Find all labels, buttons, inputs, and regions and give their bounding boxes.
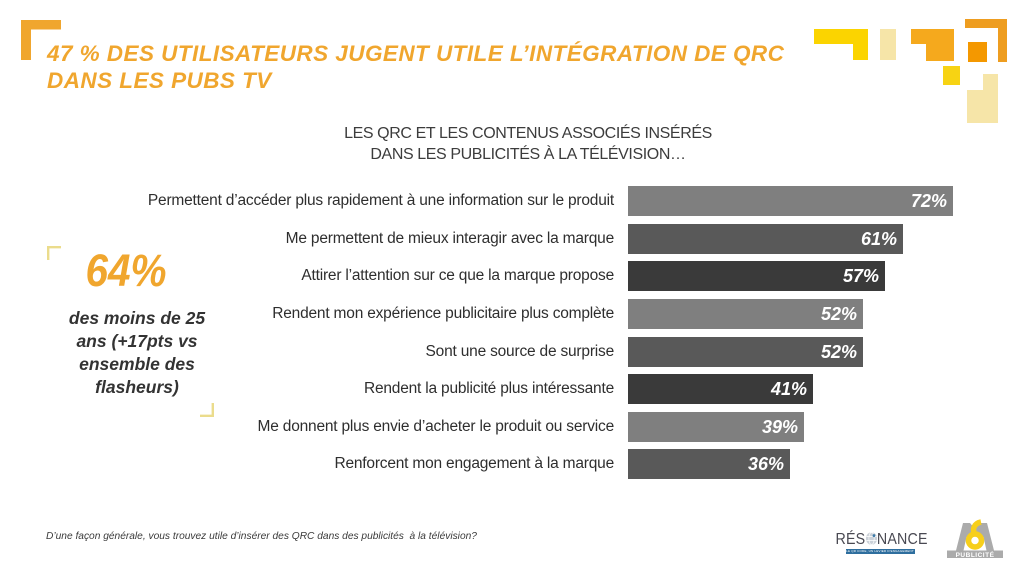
svg-text:PUBLICITÉ: PUBLICITÉ <box>956 550 995 559</box>
